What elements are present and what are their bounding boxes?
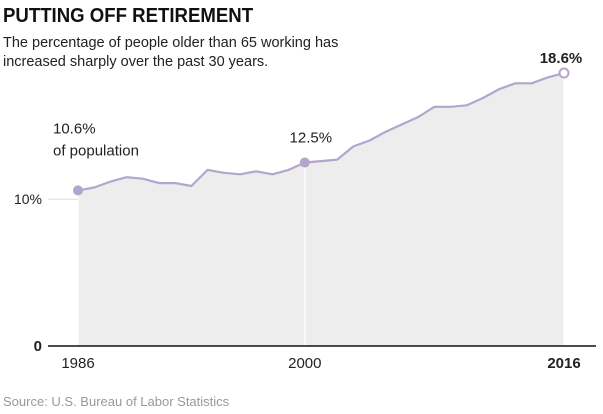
annotation-label: 12.5% [290,130,333,147]
annotation-label: 18.6% [540,50,583,67]
chart-subtitle: The percentage of people older than 65 w… [3,35,339,70]
series-line [77,71,565,192]
source-note: Source: U.S. Bureau of Labor Statistics [3,394,230,409]
annotation-marker [558,67,570,79]
chart-title: PUTTING OFF RETIREMENT [3,5,254,27]
y-tick-label: 0 [34,338,42,355]
area-fill [78,73,564,346]
annotation-marker [299,157,310,168]
x-tick-label: 1986 [61,355,94,372]
annotation-label: 10.6% [53,120,96,137]
x-tick-label: 2000 [288,355,321,372]
annotation-marker [73,185,83,196]
annotation-label: of population [53,142,139,159]
x-tick-label: 2016 [547,355,580,372]
y-tick-label: 10% [14,191,42,207]
